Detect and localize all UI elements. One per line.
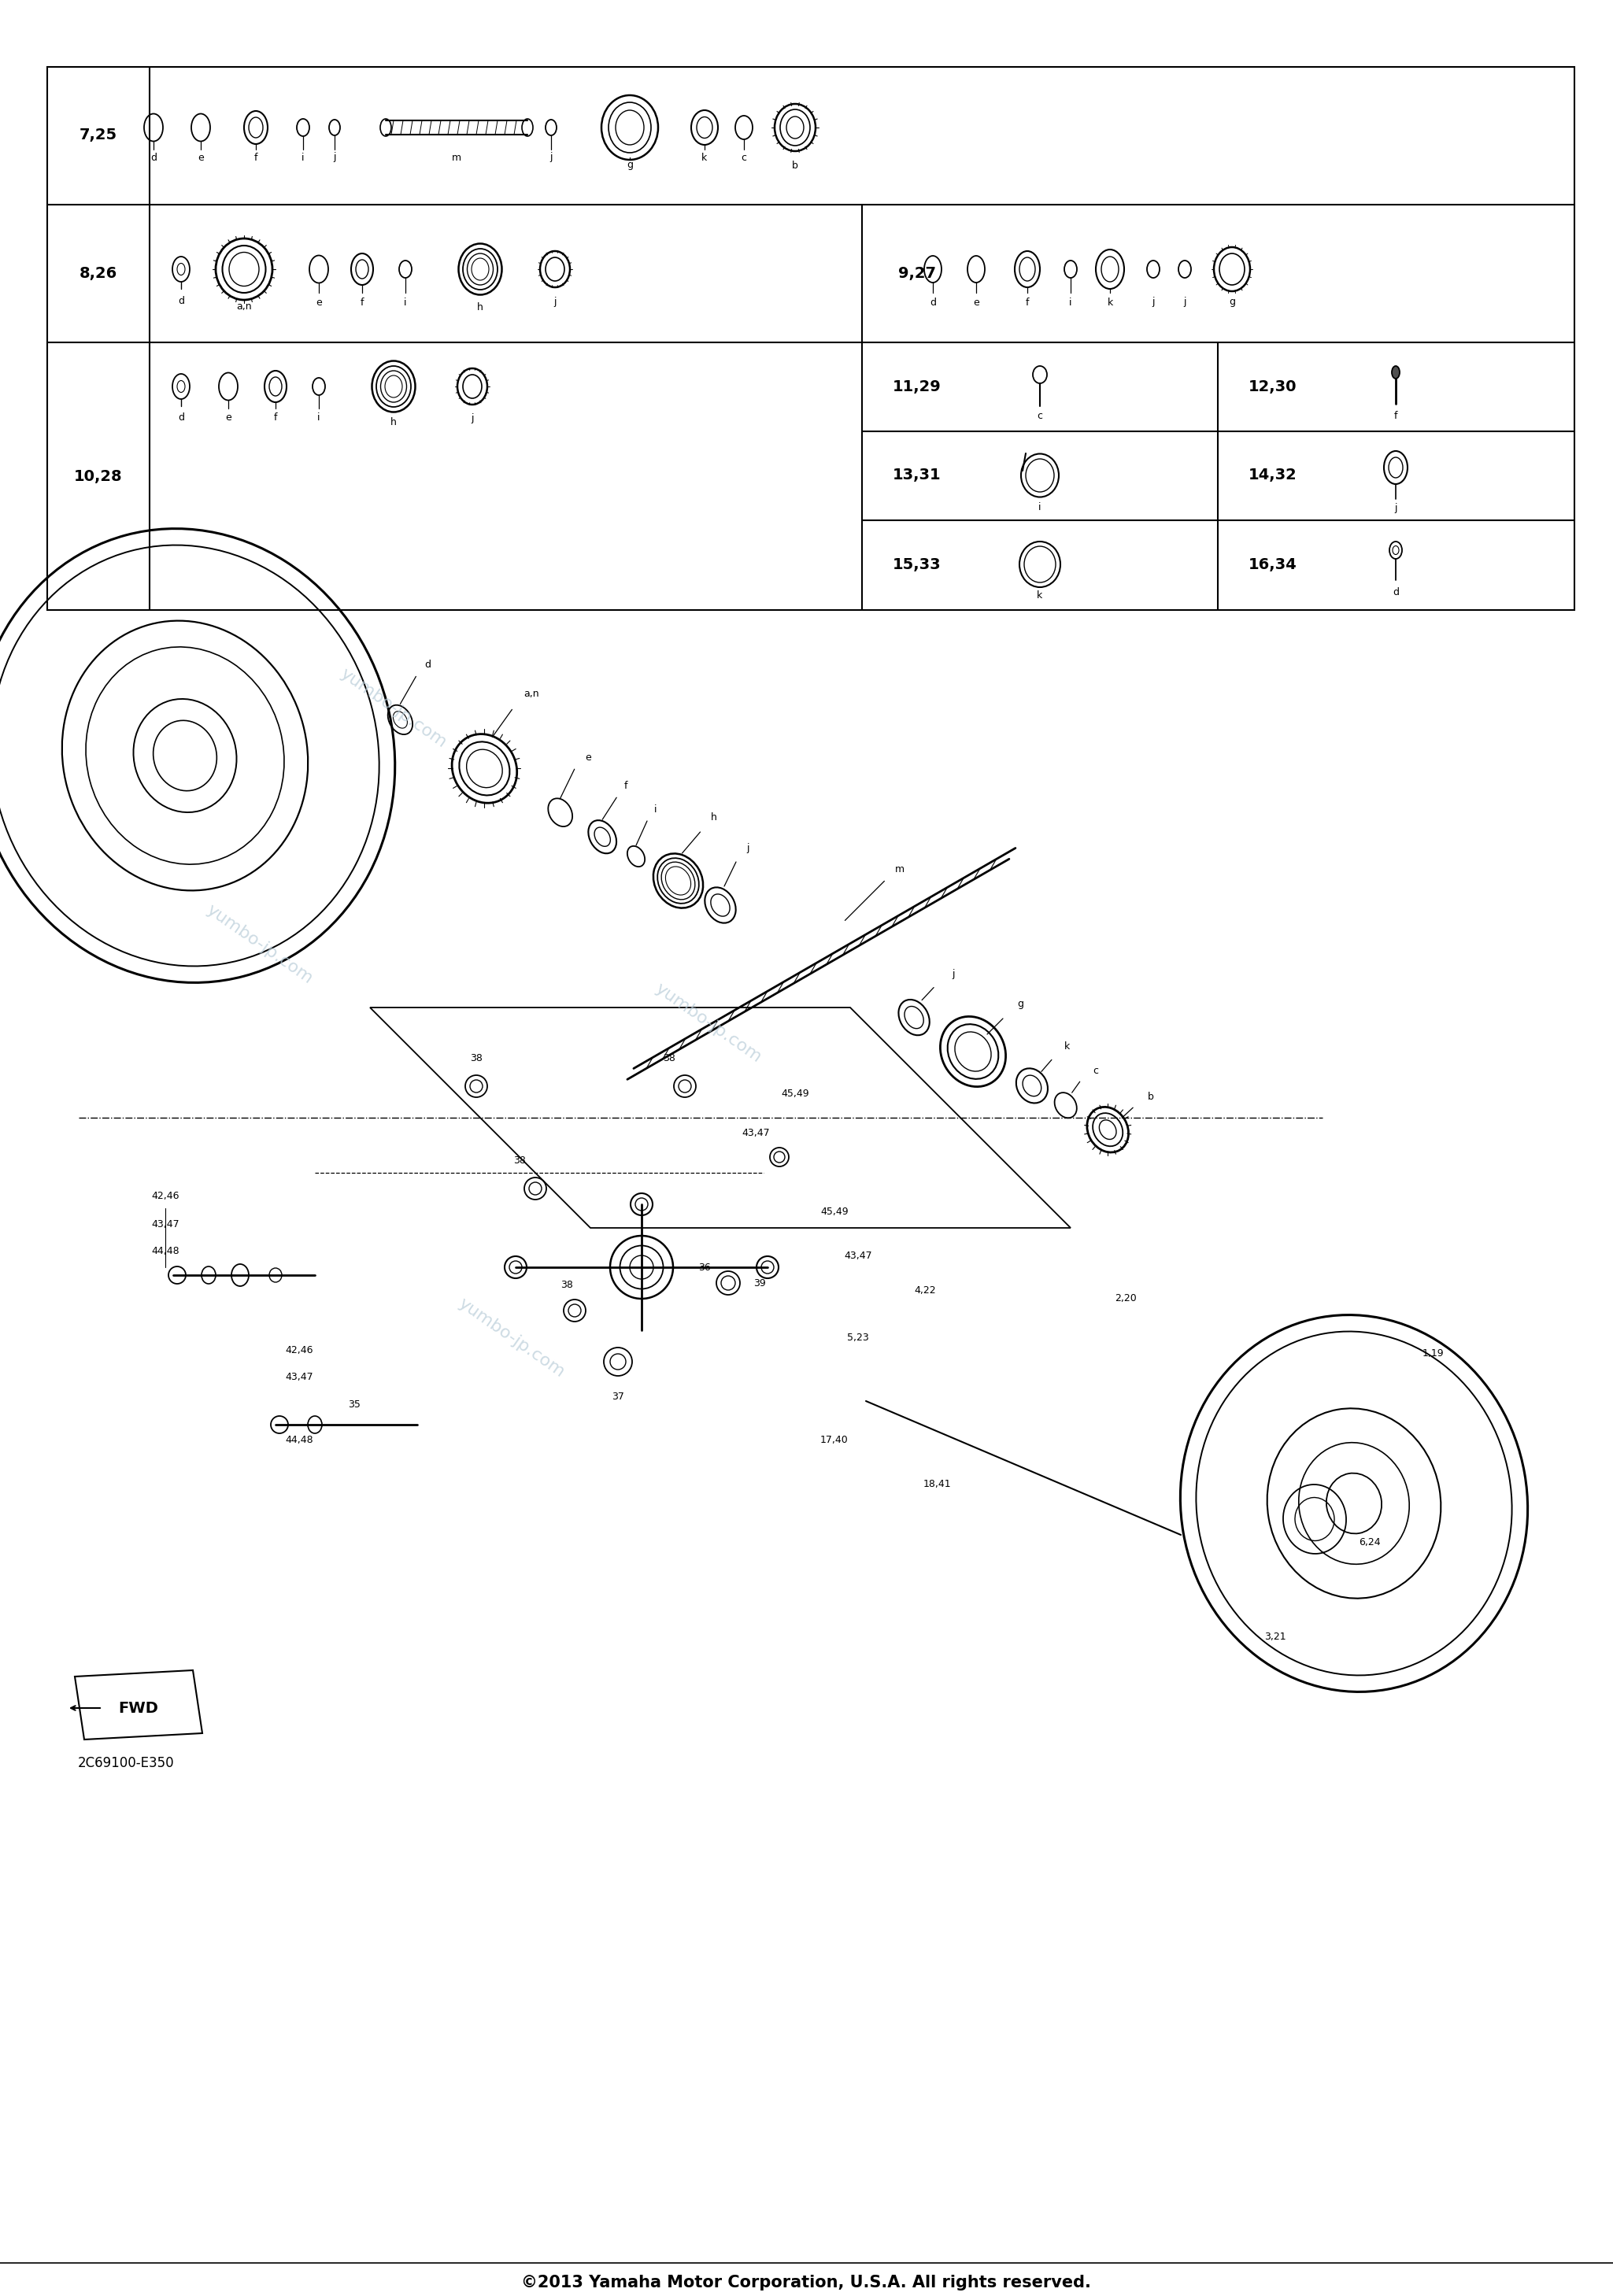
- Text: 38: 38: [469, 1054, 482, 1063]
- Text: 11,29: 11,29: [894, 379, 942, 395]
- Text: FWD: FWD: [118, 1701, 158, 1715]
- Text: j: j: [553, 296, 556, 308]
- Text: 7,25: 7,25: [79, 129, 118, 142]
- Text: a,n: a,n: [524, 689, 539, 698]
- Text: 44,48: 44,48: [286, 1435, 313, 1446]
- Text: j: j: [550, 152, 552, 163]
- Ellipse shape: [1392, 365, 1400, 379]
- Text: h: h: [710, 813, 716, 822]
- Text: f: f: [1026, 296, 1029, 308]
- Text: j: j: [1184, 296, 1186, 308]
- Text: ©2013 Yamaha Motor Corporation, U.S.A. All rights reserved.: ©2013 Yamaha Motor Corporation, U.S.A. A…: [521, 2275, 1090, 2291]
- Text: g: g: [626, 161, 632, 170]
- Text: i: i: [1039, 503, 1042, 512]
- Text: 39: 39: [753, 1279, 766, 1288]
- Text: 38: 38: [663, 1054, 676, 1063]
- Text: k: k: [702, 152, 708, 163]
- Text: i: i: [318, 413, 321, 422]
- Text: e: e: [586, 753, 590, 762]
- Text: d: d: [177, 413, 184, 422]
- Text: d: d: [1392, 588, 1398, 597]
- Text: 16,34: 16,34: [1248, 558, 1297, 572]
- Text: i: i: [302, 152, 305, 163]
- Text: yumbo-jp.com: yumbo-jp.com: [337, 666, 450, 751]
- Text: 12,30: 12,30: [1248, 379, 1297, 395]
- Text: b: b: [792, 161, 798, 170]
- Text: 42,46: 42,46: [152, 1192, 179, 1201]
- Text: f: f: [624, 781, 627, 790]
- Text: h: h: [477, 301, 484, 312]
- Text: j: j: [747, 843, 748, 854]
- Text: i: i: [655, 804, 656, 815]
- Text: 45,49: 45,49: [781, 1088, 810, 1100]
- Text: g: g: [1229, 296, 1236, 308]
- Text: f: f: [360, 296, 365, 308]
- Text: f: f: [255, 152, 258, 163]
- Text: 5,23: 5,23: [847, 1334, 869, 1343]
- Text: k: k: [1107, 296, 1113, 308]
- Text: 1,19: 1,19: [1421, 1348, 1444, 1359]
- Text: d: d: [177, 296, 184, 305]
- Bar: [47, 67, 1574, 611]
- Text: 42,46: 42,46: [286, 1345, 313, 1355]
- Text: yumbo-jp.com: yumbo-jp.com: [455, 1295, 568, 1380]
- Text: e: e: [316, 296, 323, 308]
- Text: j: j: [952, 969, 955, 978]
- Text: d: d: [929, 296, 936, 308]
- Text: 44,48: 44,48: [152, 1247, 179, 1256]
- Text: 38: 38: [561, 1279, 573, 1290]
- Text: g: g: [1018, 999, 1023, 1010]
- Text: 4,22: 4,22: [915, 1286, 936, 1295]
- Text: m: m: [895, 863, 905, 875]
- Text: 45,49: 45,49: [821, 1208, 848, 1217]
- Text: c: c: [1037, 411, 1042, 422]
- Text: 8,26: 8,26: [79, 266, 118, 280]
- Text: 36: 36: [698, 1263, 711, 1272]
- Text: 43,47: 43,47: [286, 1373, 313, 1382]
- Text: j: j: [1152, 296, 1155, 308]
- Text: 9,27: 9,27: [898, 266, 936, 280]
- Text: 15,33: 15,33: [894, 558, 942, 572]
- Text: f: f: [274, 413, 277, 422]
- Text: 10,28: 10,28: [74, 468, 123, 484]
- Text: 2C69100-E350: 2C69100-E350: [77, 1756, 174, 1770]
- Text: a,n: a,n: [237, 301, 252, 312]
- Text: f: f: [1394, 411, 1397, 422]
- Text: i: i: [1069, 296, 1073, 308]
- Text: j: j: [471, 413, 474, 422]
- Text: 38: 38: [513, 1155, 526, 1166]
- Text: 37: 37: [611, 1391, 624, 1403]
- Text: d: d: [424, 659, 431, 670]
- Text: h: h: [390, 418, 397, 427]
- Text: j: j: [334, 152, 336, 163]
- Text: j: j: [1394, 503, 1397, 514]
- Text: m: m: [452, 152, 461, 163]
- Text: 35: 35: [348, 1401, 360, 1410]
- Text: 14,32: 14,32: [1248, 468, 1297, 482]
- Text: e: e: [226, 413, 231, 422]
- Text: 43,47: 43,47: [152, 1219, 179, 1228]
- Text: c: c: [740, 152, 747, 163]
- Text: yumbo-jp.com: yumbo-jp.com: [203, 902, 316, 987]
- Text: b: b: [1148, 1091, 1155, 1102]
- Text: i: i: [403, 296, 406, 308]
- Text: 3,21: 3,21: [1265, 1632, 1286, 1642]
- Text: 18,41: 18,41: [923, 1479, 950, 1488]
- Text: 6,24: 6,24: [1358, 1538, 1381, 1548]
- Text: 13,31: 13,31: [894, 468, 942, 482]
- Text: e: e: [973, 296, 979, 308]
- Text: 17,40: 17,40: [821, 1435, 848, 1446]
- Text: k: k: [1037, 590, 1042, 602]
- Text: d: d: [150, 152, 156, 163]
- Text: yumbo-jp.com: yumbo-jp.com: [652, 980, 765, 1065]
- Polygon shape: [74, 1669, 202, 1740]
- Text: c: c: [1094, 1065, 1098, 1077]
- Text: 43,47: 43,47: [844, 1251, 873, 1261]
- Text: k: k: [1065, 1042, 1071, 1052]
- Text: e: e: [198, 152, 203, 163]
- Text: 43,47: 43,47: [742, 1127, 769, 1139]
- Text: 2,20: 2,20: [1115, 1293, 1137, 1304]
